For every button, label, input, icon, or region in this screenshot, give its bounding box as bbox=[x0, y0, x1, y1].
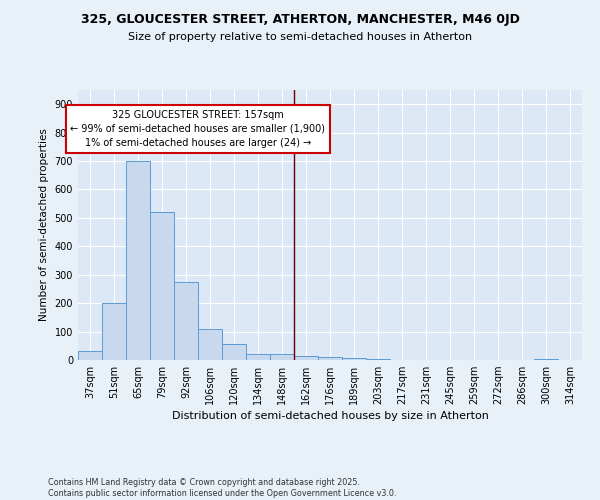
Bar bbox=[318, 357, 342, 360]
Text: Size of property relative to semi-detached houses in Atherton: Size of property relative to semi-detach… bbox=[128, 32, 472, 42]
Bar bbox=[534, 358, 558, 360]
Bar bbox=[366, 358, 390, 360]
Bar bbox=[270, 354, 294, 360]
Bar bbox=[222, 344, 246, 360]
Y-axis label: Number of semi-detached properties: Number of semi-detached properties bbox=[39, 128, 49, 322]
Text: 325, GLOUCESTER STREET, ATHERTON, MANCHESTER, M46 0JD: 325, GLOUCESTER STREET, ATHERTON, MANCHE… bbox=[80, 12, 520, 26]
Bar bbox=[294, 356, 318, 360]
Text: Contains HM Land Registry data © Crown copyright and database right 2025.
Contai: Contains HM Land Registry data © Crown c… bbox=[48, 478, 397, 498]
Bar bbox=[174, 282, 198, 360]
Bar bbox=[78, 352, 102, 360]
Bar bbox=[150, 212, 174, 360]
Bar bbox=[102, 303, 126, 360]
Bar bbox=[198, 328, 222, 360]
Bar bbox=[246, 354, 270, 360]
Bar bbox=[342, 358, 366, 360]
Bar bbox=[126, 161, 150, 360]
X-axis label: Distribution of semi-detached houses by size in Atherton: Distribution of semi-detached houses by … bbox=[172, 412, 488, 422]
Text: 325 GLOUCESTER STREET: 157sqm
← 99% of semi-detached houses are smaller (1,900)
: 325 GLOUCESTER STREET: 157sqm ← 99% of s… bbox=[71, 110, 325, 148]
